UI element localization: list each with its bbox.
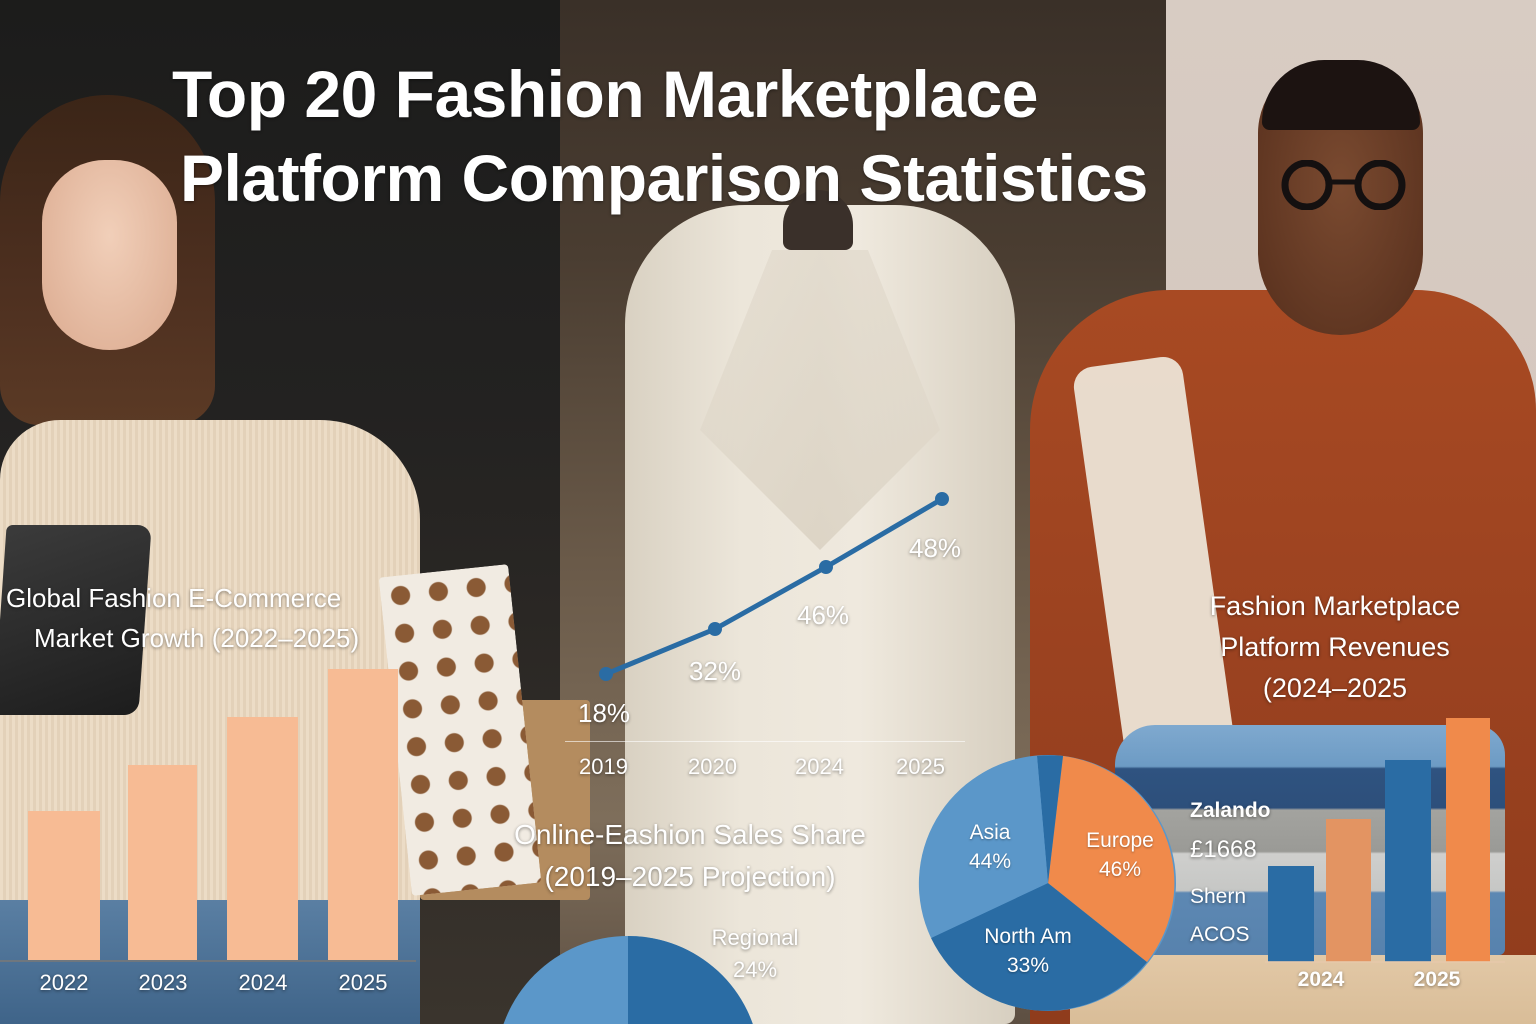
bar-2025 [328,669,398,960]
platform-revenues-title-line-3: (2024–2025 [1262,673,1408,703]
x-label-2023: 2023 [138,970,188,995]
page-title: Top 20 Fashion Marketplace Platform Comp… [150,52,1240,220]
legend-item-zalando: Zalando [1190,799,1271,822]
data-point-2024 [819,560,833,574]
platform-revenues-title-line-1: Fashion Marketplace [1209,591,1461,621]
pie-slice-other [1037,755,1063,883]
north-am-slice-label: North Am 33% [968,922,1088,980]
asia-label-name: Asia [969,821,1011,844]
pie-slice-asia [918,756,1048,938]
regional-slice-label: Regional 24% [690,922,820,986]
market-growth-bar-chart [0,0,430,1024]
value-label-2025: 48% [909,533,962,563]
regional-label-name: Regional [711,925,799,950]
pie-slice-europe [1048,756,1175,962]
bar-2024 [227,717,298,960]
legend-item-acos: ACOS [1190,923,1250,946]
platform-revenues-title-line-2: Platform Revenues [1220,632,1450,662]
market-growth-title-line-1: Global Fashion E-Commerce [6,583,342,613]
north-am-label-name: North Am [984,925,1072,948]
market-growth-chart-title: Global Fashion E-Commerce Market Growth … [0,578,420,658]
platform-revenues-x-axis [1265,961,1505,963]
value-label-2020: 32% [689,656,742,686]
title-line-2: Platform Comparison Statistics [180,141,1148,215]
x-label-2024: 2024 [1297,968,1345,991]
europe-label-pct: 46% [1098,858,1142,881]
x-label-2019: 2019 [579,754,628,779]
x-label-2022: 2022 [39,970,89,995]
title-line-1: Top 20 Fashion Marketplace [172,57,1039,131]
bar-2022 [28,811,100,960]
legend-item-value: £1668 [1190,836,1257,863]
regional-share-small-pie [503,935,753,1024]
pie-slice-regional [628,935,753,1024]
market-growth-title-line-2: Market Growth (2022–2025) [34,623,360,653]
online-sales-share-line-chart [599,492,949,681]
data-point-2019 [599,667,613,681]
online-sales-share-title: Online-Eashion Sales Share (2019–2025 Pr… [490,814,890,898]
platform-revenues-title: Fashion Marketplace Platform Revenues (2… [1170,586,1500,709]
data-point-2020 [708,622,722,636]
online-sales-title-line-2: (2019–2025 Projection) [544,861,836,892]
europe-label-name: Europe [1086,829,1154,852]
asia-label-pct: 44% [968,850,1012,873]
x-label-2024: 2024 [238,970,288,995]
north-am-label-pct: 33% [1006,954,1050,977]
woman-face-image [42,160,177,350]
value-label-2019: 18% [578,698,631,728]
market-growth-x-axis [0,960,416,962]
pie-slice-north-am [931,883,1147,1011]
x-label-2025: 2025 [896,754,945,779]
legend-item-shern: Shern [1190,885,1247,908]
europe-slice-label: Europe 46% [1075,826,1165,884]
data-point-2025 [935,492,949,506]
man-hair-image [1262,60,1420,130]
online-sales-x-axis [565,741,965,742]
regional-share-pie-chart [918,755,1176,1011]
online-sales-title-line-1: Online-Eashion Sales Share [514,819,866,850]
asia-slice-label: Asia 44% [955,818,1025,876]
x-label-2025: 2025 [338,970,388,995]
x-label-2024: 2024 [795,754,844,779]
regional-label-pct: 24% [732,957,778,982]
x-label-2025: 2025 [1413,968,1461,991]
value-label-2024: 46% [797,600,850,630]
bar-2023 [128,765,197,960]
glasses-icon [1281,160,1406,210]
wooden-table-image [1070,955,1536,1024]
x-label-2020: 2020 [688,754,737,779]
mannequin-neck-image [783,190,853,250]
